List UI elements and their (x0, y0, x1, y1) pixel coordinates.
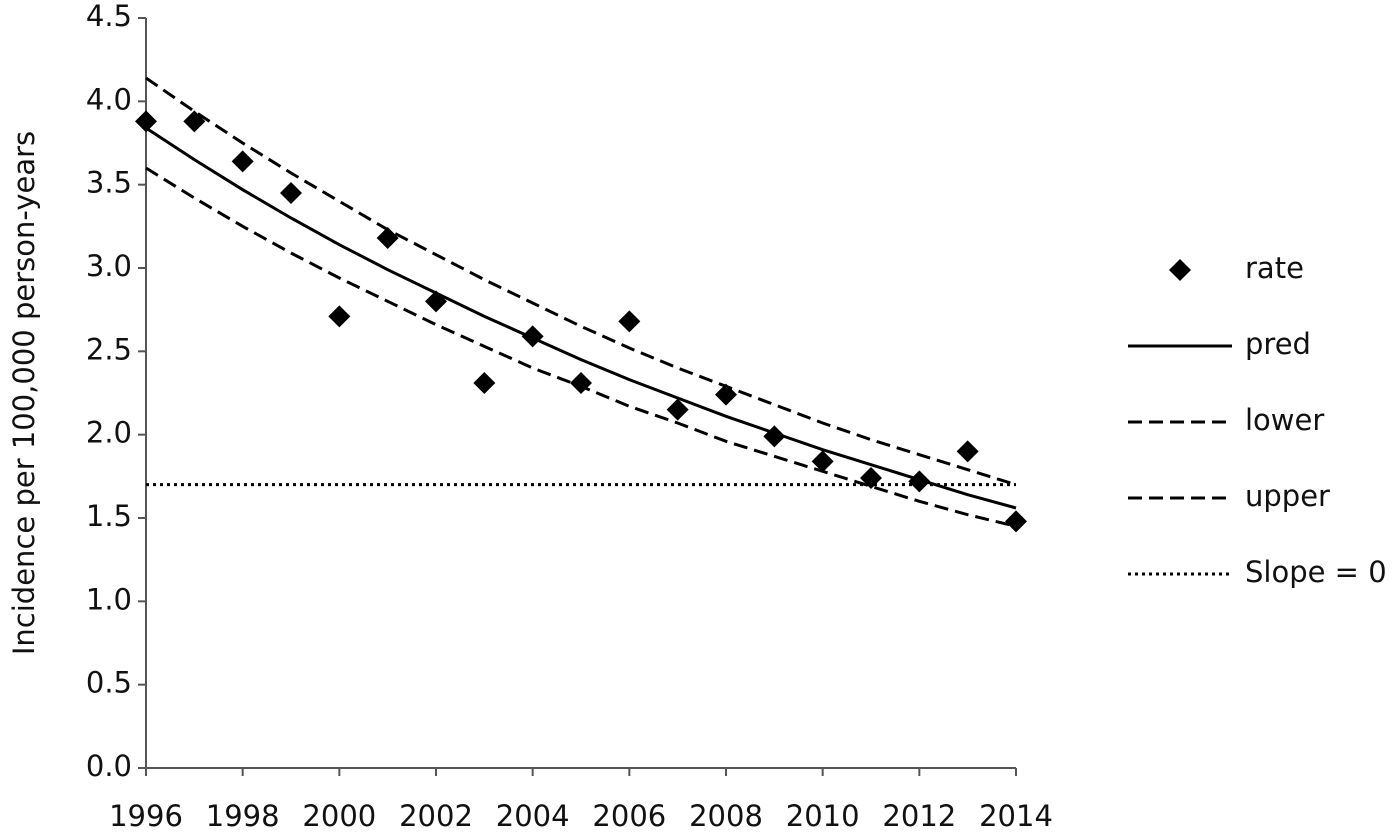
x-tick-label: 1996 (109, 799, 183, 833)
x-tick-label: 2000 (302, 799, 376, 833)
legend-label: Slope = 0 (1245, 555, 1387, 589)
y-tick-label: 0.5 (86, 666, 132, 700)
data-point (135, 110, 157, 133)
data-point (473, 372, 496, 394)
y-tick-label: 1.5 (86, 499, 132, 533)
data-point (956, 440, 979, 463)
data-point (183, 110, 206, 133)
legend-label: upper (1245, 479, 1330, 513)
y-tick-label: 3.0 (86, 249, 132, 283)
y-axis-label: Incidence per 100,000 person-years (7, 131, 41, 655)
data-point (1005, 510, 1027, 533)
data-point (811, 450, 834, 473)
series-line (145, 126, 1017, 510)
x-tick-label: 2002 (399, 799, 473, 833)
data-point (860, 467, 882, 489)
series-line (145, 76, 1017, 487)
data-point (908, 470, 931, 493)
y-tick-label: 4.5 (86, 0, 132, 33)
data-point (280, 182, 302, 204)
y-tick-label: 3.5 (86, 166, 132, 200)
data-point (231, 150, 254, 173)
x-tick-label: 2004 (496, 799, 570, 833)
x-tick-label: 2012 (882, 799, 956, 833)
y-tick-label: 4.0 (86, 82, 132, 116)
data-point (376, 227, 399, 249)
legend-label: pred (1245, 327, 1311, 361)
x-tick-label: 2008 (689, 799, 763, 833)
legend-marker (1169, 259, 1191, 281)
x-tick-label: 2014 (979, 799, 1053, 833)
data-point (666, 398, 689, 421)
data-point (521, 325, 544, 348)
series-line (145, 166, 1017, 528)
data-point (328, 305, 351, 328)
y-tick-label: 2.5 (86, 332, 132, 366)
y-tick-label: 1.0 (86, 582, 132, 616)
y-tick-label: 0.0 (86, 749, 132, 783)
x-tick-label: 2010 (786, 799, 860, 833)
data-point (618, 310, 641, 333)
x-tick-label: 1998 (206, 799, 280, 833)
legend-label: rate (1245, 251, 1304, 285)
legend-label: lower (1245, 403, 1324, 437)
y-tick-label: 2.0 (86, 416, 132, 450)
x-tick-label: 2006 (592, 799, 666, 833)
